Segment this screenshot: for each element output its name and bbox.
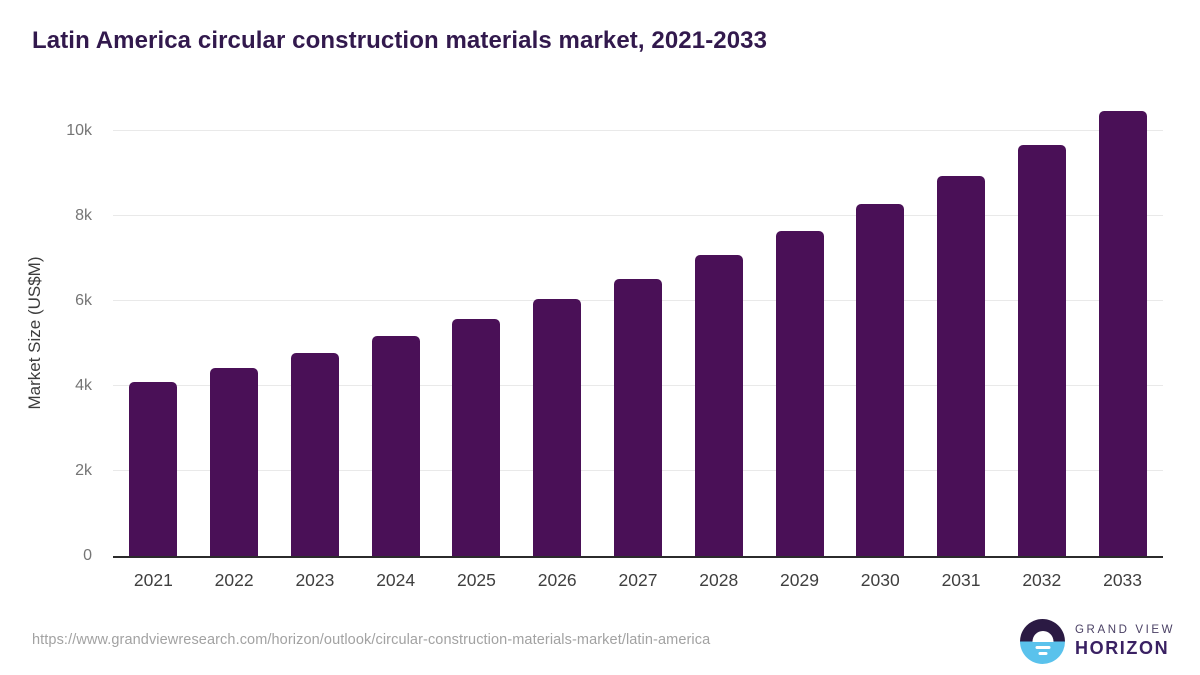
page-title: Latin America circular construction mate… — [32, 27, 768, 54]
bar-slot — [436, 110, 517, 556]
horizon-sun-icon — [1020, 619, 1065, 664]
bar-2023[interactable] — [290, 352, 339, 556]
bar-2021[interactable] — [129, 382, 178, 556]
bar-slot — [1082, 110, 1163, 556]
y-tick-label: 10k — [66, 121, 92, 139]
bar-2030[interactable] — [856, 203, 905, 556]
bar-slot — [840, 110, 921, 556]
bar-slot — [194, 110, 275, 556]
x-tick-label: 2025 — [456, 570, 496, 590]
x-tick-label: 2029 — [780, 570, 819, 590]
x-tick-label: 2022 — [214, 570, 254, 590]
logo-brand-top: GRAND VIEW — [1075, 624, 1176, 636]
y-tick-label: 0 — [83, 547, 92, 564]
x-tick-label: 2028 — [699, 570, 739, 590]
y-tick-label: 4k — [75, 376, 92, 394]
logo-brand-bottom: HORIZON — [1075, 638, 1170, 658]
bar-slot — [598, 110, 679, 556]
bar-2025[interactable] — [452, 318, 501, 556]
bar-slot — [113, 110, 194, 556]
logo-text: GRAND VIEW HORIZON — [1075, 624, 1175, 659]
bar-slot — [275, 110, 356, 556]
x-tick-label: 2024 — [376, 570, 416, 590]
logo-reflection-line-1 — [1035, 646, 1050, 649]
x-ticks-container: 2021 2022 2023 2024 2025 2026 2027 2028 2029 2030… — [113, 570, 1163, 591]
x-tick-label: 2033 — [1103, 570, 1143, 590]
bar-2024[interactable] — [371, 336, 420, 556]
bar-2029[interactable] — [775, 230, 824, 556]
logo-sun-dome — [1032, 630, 1053, 642]
bar-2027[interactable] — [613, 278, 662, 556]
y-tick-label: 6k — [75, 291, 92, 309]
gridline — [113, 129, 1163, 131]
bar-slot — [921, 110, 1002, 556]
y-tick-label: 2k — [75, 461, 92, 479]
bar-2032[interactable] — [1017, 145, 1066, 556]
plot-area — [113, 110, 1163, 556]
x-axis-line — [113, 556, 1163, 558]
bar-2026[interactable] — [533, 298, 582, 556]
x-tick-label: 2026 — [537, 570, 577, 590]
bar-2028[interactable] — [694, 254, 743, 556]
x-tick-label: 2032 — [1022, 570, 1062, 590]
bars-row — [113, 110, 1163, 556]
grandview-horizon-logo: GRAND VIEW HORIZON — [1020, 619, 1175, 664]
bar-slot — [355, 110, 436, 556]
bar-2022[interactable] — [210, 367, 259, 556]
x-tick-label: 2031 — [941, 570, 981, 590]
bar-slot — [1001, 110, 1082, 556]
y-tick-label: 8k — [75, 206, 92, 224]
x-tick-label: 2023 — [295, 570, 335, 590]
logo-reflection-line-2 — [1038, 652, 1047, 655]
x-tick-label: 2021 — [133, 570, 173, 590]
x-tick-label: 2027 — [618, 570, 658, 590]
bar-slot — [759, 110, 840, 556]
bar-slot — [517, 110, 598, 556]
bar-2031[interactable] — [937, 176, 986, 556]
source-url: https://www.grandviewresearch.com/horizo… — [32, 632, 711, 648]
bar-slot — [678, 110, 759, 556]
x-tick-label: 2030 — [860, 570, 900, 590]
gridline — [113, 214, 1163, 216]
bar-2033[interactable] — [1098, 110, 1147, 556]
